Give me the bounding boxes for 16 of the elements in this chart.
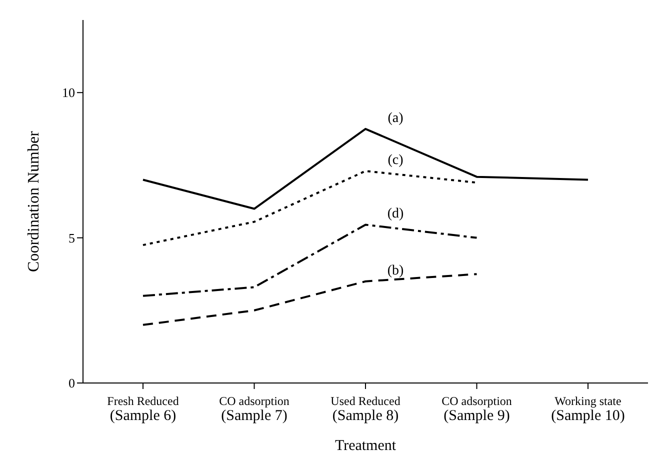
series-label: (c): [388, 153, 404, 168]
series-label: (b): [387, 263, 404, 278]
y-tick-label: 5: [68, 230, 75, 246]
y-tick-label: 10: [62, 85, 75, 100]
x-tick-label: CO adsorption (Sample 9): [442, 394, 512, 424]
x-tick-label: Fresh Reduced (Sample 6): [107, 394, 179, 424]
series-label: (d): [387, 206, 404, 222]
x-tick-label: Working state (Sample 10): [551, 394, 625, 424]
x-tick-label: Used Reduced (Sample 8): [330, 394, 400, 424]
y-axis-title: Coordination Number: [26, 130, 43, 272]
line-series: [142, 224, 478, 297]
x-tick-label: CO adsorption (Sample 7): [219, 394, 290, 424]
line-series: [142, 170, 478, 246]
y-tick-label: 0: [68, 376, 75, 391]
x-axis-title: Treatment: [334, 438, 397, 454]
series-label: (a): [388, 110, 404, 126]
